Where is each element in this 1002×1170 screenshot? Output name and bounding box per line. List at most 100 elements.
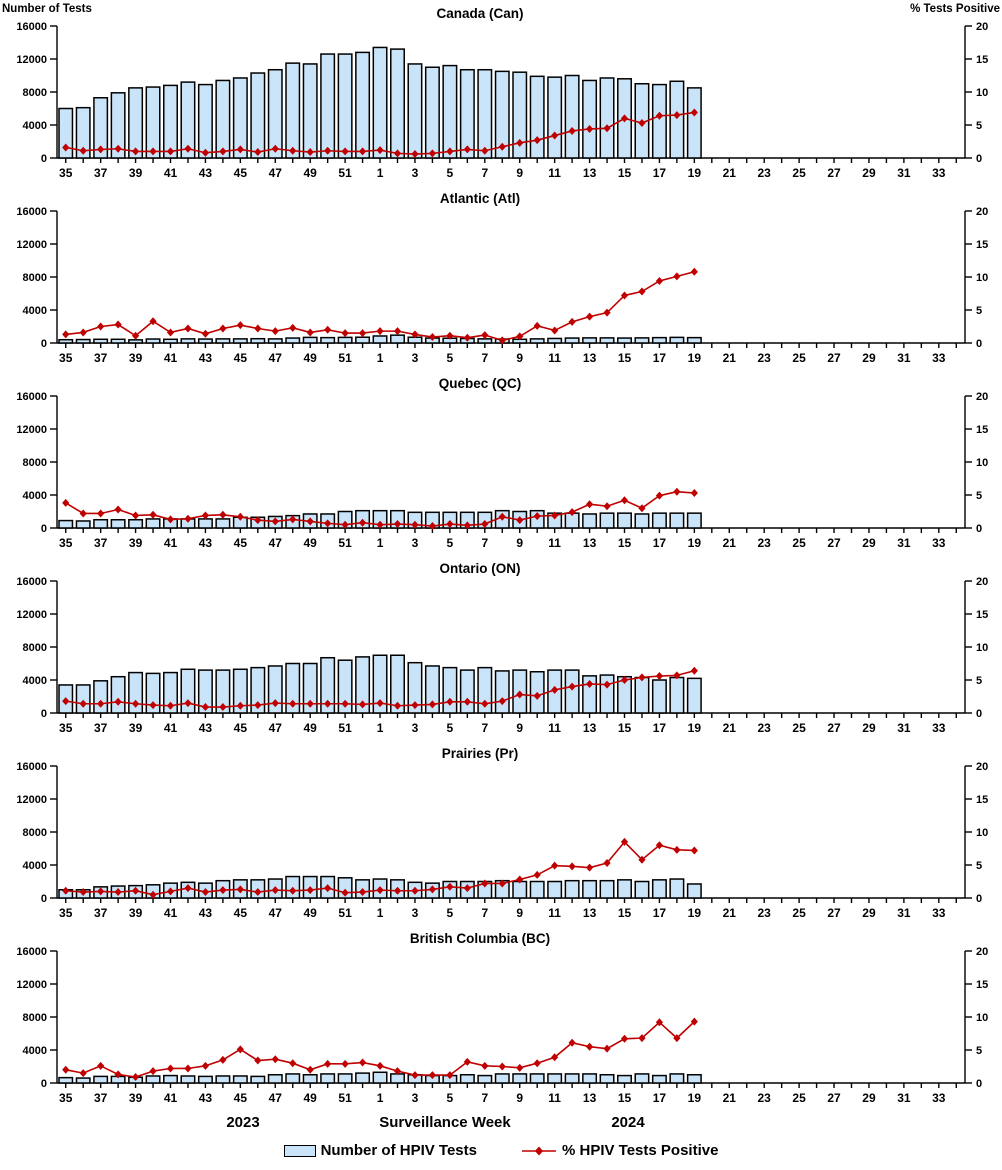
svg-text:13: 13 (583, 166, 597, 180)
legend-positive-label: % HPIV Tests Positive (561, 1142, 719, 1159)
svg-text:20: 20 (976, 946, 988, 958)
svg-text:41: 41 (164, 351, 178, 365)
svg-text:29: 29 (862, 536, 876, 550)
svg-text:41: 41 (164, 1091, 178, 1105)
svg-text:23: 23 (758, 721, 772, 735)
svg-text:17: 17 (653, 721, 667, 735)
svg-text:15: 15 (976, 239, 988, 251)
svg-text:39: 39 (129, 906, 143, 920)
panel-title-prairies: Prairies (Pr) (441, 746, 519, 761)
svg-text:3: 3 (412, 166, 419, 180)
svg-text:0: 0 (976, 338, 982, 350)
svg-text:25: 25 (792, 536, 806, 550)
svg-text:13: 13 (583, 536, 597, 550)
svg-text:49: 49 (304, 906, 318, 920)
svg-text:8000: 8000 (23, 642, 47, 654)
svg-text:0: 0 (41, 893, 47, 905)
svg-text:43: 43 (199, 906, 213, 920)
svg-text:25: 25 (792, 351, 806, 365)
svg-text:51: 51 (338, 906, 352, 920)
legend-item-tests: Number of HPIV Tests (283, 1142, 477, 1159)
svg-text:45: 45 (234, 906, 248, 920)
svg-text:25: 25 (792, 721, 806, 735)
svg-text:35: 35 (59, 721, 73, 735)
svg-text:49: 49 (304, 351, 318, 365)
svg-text:1: 1 (377, 536, 384, 550)
panel-title-canada: Canada (Can) (436, 6, 524, 21)
svg-text:0: 0 (41, 1078, 47, 1090)
svg-text:13: 13 (583, 1091, 597, 1105)
svg-text:31: 31 (897, 351, 911, 365)
svg-text:5: 5 (447, 351, 454, 365)
svg-text:5: 5 (447, 536, 454, 550)
svg-text:13: 13 (583, 351, 597, 365)
svg-text:43: 43 (199, 1091, 213, 1105)
svg-text:37: 37 (94, 166, 108, 180)
year-label-2024: 2024 (611, 1114, 645, 1131)
svg-text:9: 9 (516, 906, 523, 920)
svg-text:29: 29 (862, 351, 876, 365)
svg-text:21: 21 (723, 1091, 737, 1105)
svg-text:43: 43 (199, 721, 213, 735)
svg-text:5: 5 (976, 860, 982, 872)
svg-text:23: 23 (758, 166, 772, 180)
svg-text:35: 35 (59, 351, 73, 365)
svg-text:23: 23 (758, 1091, 772, 1105)
svg-text:25: 25 (792, 1091, 806, 1105)
positivity-line-layer (62, 666, 698, 712)
svg-text:10: 10 (976, 457, 988, 469)
svg-text:4000: 4000 (23, 1045, 47, 1057)
svg-text:31: 31 (897, 721, 911, 735)
svg-text:3: 3 (412, 536, 419, 550)
svg-text:27: 27 (827, 721, 841, 735)
svg-text:4000: 4000 (23, 490, 47, 502)
svg-text:15: 15 (618, 536, 632, 550)
svg-text:49: 49 (304, 1091, 318, 1105)
svg-text:27: 27 (827, 166, 841, 180)
svg-text:9: 9 (516, 536, 523, 550)
svg-text:1: 1 (377, 166, 384, 180)
svg-text:0: 0 (41, 708, 47, 720)
svg-text:11: 11 (548, 351, 561, 365)
panel-canada: Number of Tests % Tests Positive Canada … (0, 0, 1002, 185)
legend-item-positive: % HPIV Tests Positive (521, 1142, 718, 1159)
svg-text:8000: 8000 (23, 1012, 47, 1024)
svg-text:49: 49 (304, 721, 318, 735)
svg-text:15: 15 (618, 351, 632, 365)
svg-text:17: 17 (653, 906, 667, 920)
svg-text:27: 27 (827, 906, 841, 920)
panel-title-quebec: Quebec (QC) (438, 376, 522, 391)
svg-text:10: 10 (976, 87, 988, 99)
svg-text:43: 43 (199, 536, 213, 550)
svg-text:15: 15 (976, 794, 988, 806)
svg-text:16000: 16000 (16, 946, 47, 958)
positivity-line-layer (62, 487, 698, 531)
svg-text:37: 37 (94, 1091, 108, 1105)
svg-text:35: 35 (59, 166, 73, 180)
svg-text:7: 7 (481, 906, 488, 920)
svg-text:37: 37 (94, 721, 108, 735)
svg-text:23: 23 (758, 351, 772, 365)
panel-atlantic: Atlantic (Atl) 0 4000 8000 12000 16000 0 5 10 15… (0, 185, 1002, 370)
svg-text:1: 1 (377, 351, 384, 365)
svg-text:47: 47 (269, 166, 283, 180)
svg-text:21: 21 (723, 351, 737, 365)
svg-text:10: 10 (976, 827, 988, 839)
axes-layer (50, 395, 972, 533)
svg-text:5: 5 (447, 906, 454, 920)
svg-text:47: 47 (269, 721, 283, 735)
svg-text:10: 10 (976, 1012, 988, 1024)
year-label-2023: 2023 (226, 1114, 260, 1131)
panel-british-columbia: British Columbia (BC) 0 4000 8000 12000 1600… (0, 925, 1002, 1110)
positivity-line-layer (62, 837, 698, 899)
svg-text:21: 21 (723, 906, 737, 920)
svg-text:9: 9 (516, 721, 523, 735)
svg-text:41: 41 (164, 721, 178, 735)
svg-text:51: 51 (338, 721, 352, 735)
svg-text:4000: 4000 (23, 675, 47, 687)
